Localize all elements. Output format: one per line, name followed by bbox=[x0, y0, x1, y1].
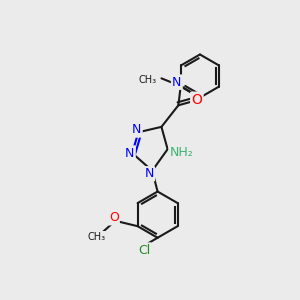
Text: Cl: Cl bbox=[138, 244, 151, 256]
Text: NH₂: NH₂ bbox=[169, 146, 193, 159]
Text: CH₃: CH₃ bbox=[88, 232, 106, 242]
Text: N: N bbox=[125, 146, 135, 160]
Text: O: O bbox=[191, 93, 202, 107]
Text: N: N bbox=[144, 167, 154, 180]
Text: CH₃: CH₃ bbox=[139, 75, 157, 85]
Text: N: N bbox=[172, 76, 182, 89]
Text: O: O bbox=[109, 211, 118, 224]
Text: N: N bbox=[132, 123, 142, 136]
